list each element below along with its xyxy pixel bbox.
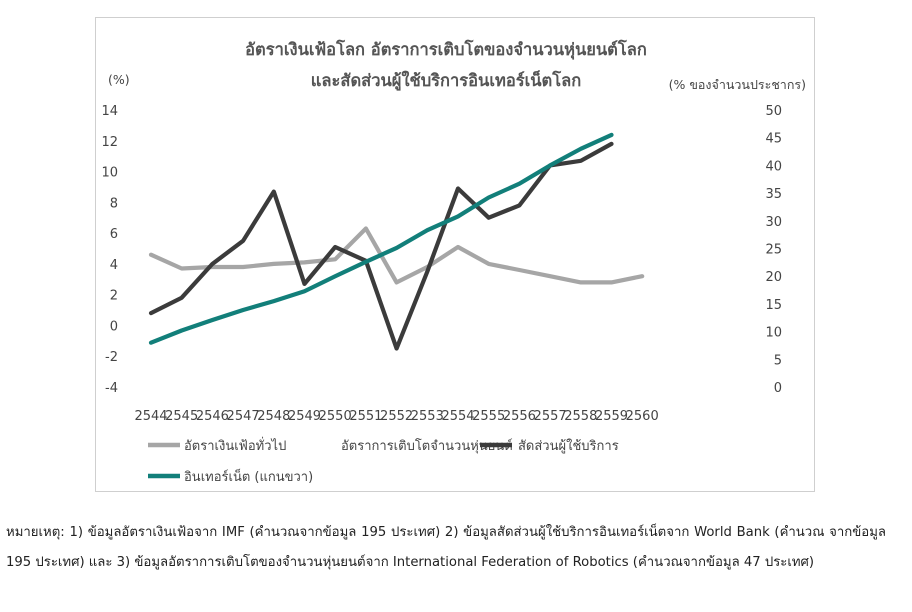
x-tick-label: 2558 — [564, 409, 597, 424]
left-tick-label: 10 — [101, 166, 118, 181]
left-tick-label: -2 — [105, 350, 118, 365]
x-tick-label: 2546 — [196, 409, 229, 424]
x-tick-label: 2555 — [472, 409, 505, 424]
x-tick-label: 2557 — [534, 409, 567, 424]
left-tick-label: 4 — [110, 258, 118, 273]
right-tick-label: 15 — [765, 298, 782, 313]
right-tick-label: 25 — [765, 243, 782, 258]
chart-frame: อัตราเงินเฟ้อโลก อัตราการเติบโตของจำนวนห… — [95, 17, 815, 492]
x-tick-label: 2552 — [380, 409, 413, 424]
x-tick-label: 2560 — [626, 409, 659, 424]
x-tick-label: 2553 — [411, 409, 444, 424]
left-tick-label: 12 — [101, 135, 118, 150]
x-tick-label: 2559 — [595, 409, 628, 424]
left-tick-label: 6 — [110, 227, 118, 242]
left-tick-label: -4 — [105, 381, 118, 396]
right-tick-label: 10 — [765, 326, 782, 341]
right-tick-label: 50 — [765, 104, 782, 119]
chart-title-line1: อัตราเงินเฟ้อโลก อัตราการเติบโตของจำนวนห… — [245, 39, 647, 60]
x-tick-label: 2544 — [134, 409, 167, 424]
x-tick-label: 2547 — [227, 409, 260, 424]
right-tick-label: 30 — [765, 215, 782, 230]
x-tick-label: 2554 — [441, 409, 474, 424]
legend-label-internet-line1: สัดส่วนผู้ใช้บริการ — [518, 438, 619, 454]
left-tick-label: 14 — [101, 104, 118, 119]
right-tick-label: 20 — [765, 270, 782, 285]
left-tick-label: 0 — [110, 319, 118, 334]
right-tick-label: 45 — [765, 132, 782, 147]
chart-title-line2: และสัดส่วนผู้ใช้บริการอินเทอร์เน็ตโลก — [311, 69, 581, 92]
right-tick-label: 0 — [774, 381, 782, 396]
x-tick-label: 2550 — [319, 409, 352, 424]
left-tick-label: 2 — [110, 289, 118, 304]
left-tick-label: 8 — [110, 196, 118, 211]
series-line-1 — [148, 226, 645, 285]
right-tick-label: 35 — [765, 187, 782, 202]
series-line-2 — [148, 141, 614, 351]
x-tick-label: 2548 — [257, 409, 290, 424]
x-tick-label: 2545 — [165, 409, 198, 424]
legend-label-robots: อัตราการเติบโตจำนวนหุ่นยนต์ — [341, 438, 513, 454]
right-tick-label: 40 — [765, 159, 782, 174]
chart-svg: อัตราเงินเฟ้อโลก อัตราการเติบโตของจำนวนห… — [101, 39, 806, 485]
right-tick-label: 5 — [774, 353, 782, 368]
left-axis-unit: (%) — [108, 72, 130, 87]
footnote: หมายเหตุ: 1) ข้อมูลอัตราเงินเฟ้อจาก IMF … — [6, 525, 886, 570]
x-tick-label: 2556 — [503, 409, 536, 424]
legend-label-inflation: อัตราเงินเฟ้อทั่วไป — [184, 437, 286, 454]
right-axis-unit: (% ของจำนวนประชากร) — [669, 77, 806, 92]
legend-label-internet-line2: อินเทอร์เน็ต (แกนขวา) — [184, 467, 313, 485]
x-tick-label: 2549 — [288, 409, 321, 424]
x-tick-label: 2551 — [349, 409, 382, 424]
series-line-3 — [148, 132, 614, 345]
